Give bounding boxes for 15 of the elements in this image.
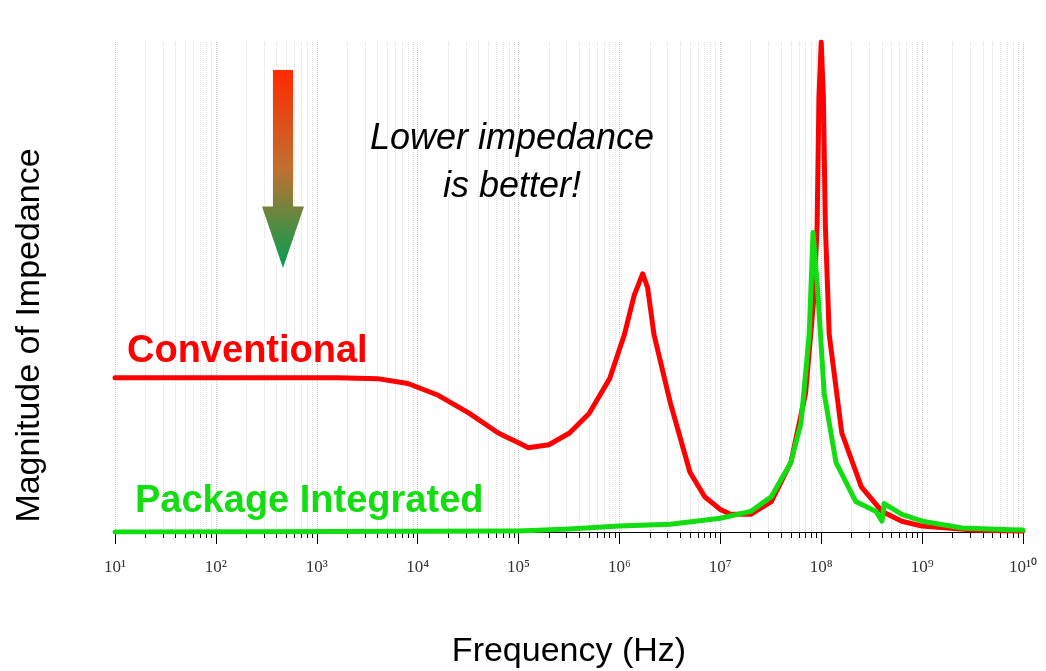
x-tick-label: 10⁴ (406, 557, 430, 576)
x-tick-label: 10⁹ (910, 557, 934, 576)
annotation: Lower impedance is better! (369, 115, 655, 205)
y-axis-title: Magnitude of Impedance (8, 148, 46, 523)
x-tick-label: 10⁵ (507, 557, 531, 576)
x-tick-label: 10⁷ (708, 557, 732, 576)
x-tick-label: 10¹⁰ (1008, 557, 1038, 576)
x-tick-label: 10⁸ (809, 557, 833, 576)
x-tick-label: 10⁶ (607, 557, 631, 576)
x-axis-title: Frequency (Hz) (451, 630, 687, 668)
x-tick-label: 10³ (305, 557, 328, 576)
series-label: Conventional (127, 327, 368, 370)
x-tick-label: 10² (204, 557, 227, 576)
x-tick-label: 10¹ (103, 557, 127, 576)
series-label: Package Integrated (135, 478, 484, 520)
